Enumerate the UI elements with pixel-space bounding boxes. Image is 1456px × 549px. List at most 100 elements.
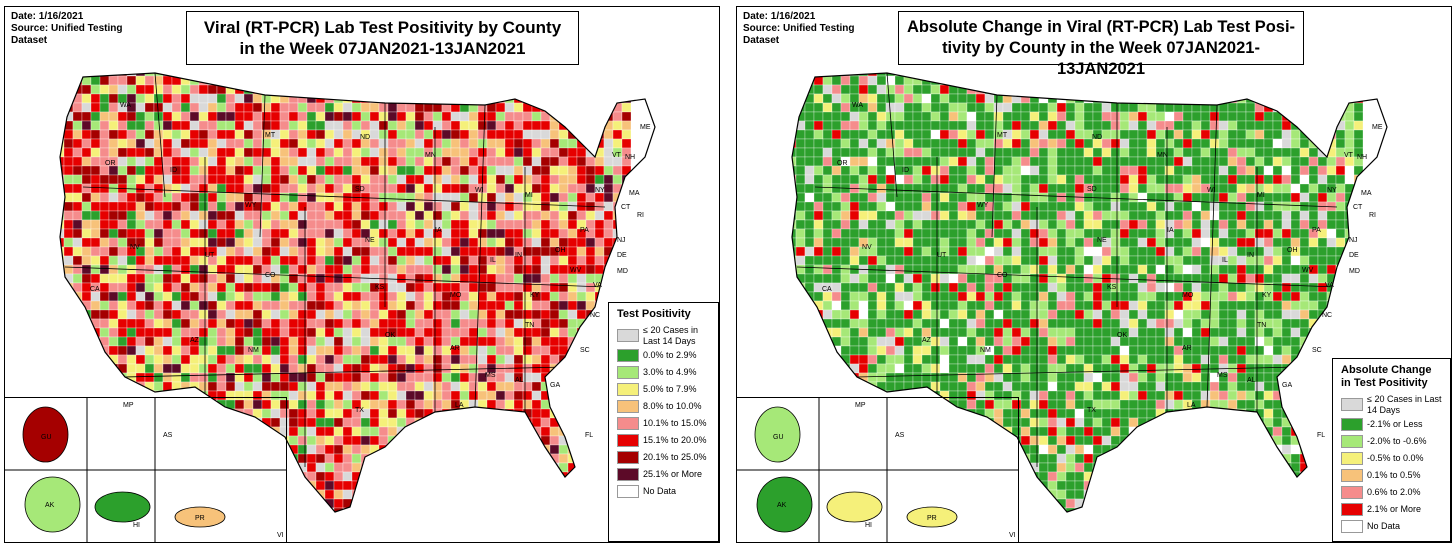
legend-title: Test Positivity bbox=[617, 308, 691, 320]
state-border bbox=[796, 266, 1338, 288]
inset-label: PR bbox=[927, 515, 937, 522]
state-label: WA bbox=[852, 102, 863, 109]
legend-label: -2.1% or Less bbox=[1367, 419, 1423, 430]
state-label: KY bbox=[1262, 292, 1272, 299]
state-label: WY bbox=[245, 202, 257, 209]
state-label: KS bbox=[375, 284, 385, 291]
state-label: TX bbox=[1087, 407, 1096, 414]
inset-shape bbox=[22, 406, 69, 463]
inset-label: PR bbox=[195, 515, 205, 522]
legend-swatch bbox=[617, 451, 639, 464]
map-metadata: Date: 1/16/2021 Source: Unified Testing … bbox=[11, 11, 123, 47]
legend-item: ≤ 20 Cases in Last 14 Days bbox=[617, 325, 718, 346]
legend-label: 0.1% to 0.5% bbox=[1367, 470, 1421, 481]
legend-swatch bbox=[1341, 469, 1363, 482]
inset-label: VI bbox=[277, 532, 284, 539]
legend-title-line-2: in Test Positivity bbox=[1341, 377, 1428, 389]
state-label: NV bbox=[862, 244, 872, 251]
legend-title-line-1: Absolute Change bbox=[1341, 364, 1432, 376]
legend-label: 5.0% to 7.9% bbox=[643, 384, 697, 395]
legend-swatch bbox=[1341, 418, 1363, 431]
state-label: IN bbox=[1247, 252, 1254, 259]
legend-items: ≤ 20 Cases in Last 14 Days -2.1% or Less -… bbox=[1333, 394, 1450, 533]
legend-swatch bbox=[1341, 435, 1363, 448]
state-label: CA bbox=[90, 286, 100, 293]
state-border bbox=[154, 73, 166, 198]
state-label: LA bbox=[455, 402, 464, 409]
state-label: UT bbox=[937, 252, 947, 259]
source-label: Source: Unified Testing bbox=[743, 23, 855, 34]
state-label: OH bbox=[1287, 247, 1298, 254]
state-label: OR bbox=[105, 160, 116, 167]
inset-label: HI bbox=[133, 522, 140, 529]
legend-label: 3.0% to 4.9% bbox=[643, 367, 697, 378]
legend-label: 10.1% to 15.0% bbox=[643, 418, 707, 429]
legend-item: 8.0% to 10.0% bbox=[617, 400, 718, 413]
state-label: OK bbox=[1117, 332, 1127, 339]
state-label: ID bbox=[170, 167, 177, 174]
state-label: AR bbox=[1182, 345, 1192, 352]
state-label: IL bbox=[1222, 257, 1228, 264]
state-label: MD bbox=[1349, 268, 1360, 275]
legend-item: 10.1% to 15.0% bbox=[617, 417, 718, 430]
inset-label: AS bbox=[895, 432, 905, 439]
map-legend: Test Positivity ≤ 20 Cases in Last 14 Da… bbox=[608, 302, 719, 542]
legend-title: Absolute Change in Test Positivity bbox=[1341, 364, 1444, 390]
state-label: MS bbox=[485, 372, 496, 379]
legend-label: 25.1% or More bbox=[643, 469, 703, 480]
state-label: NJ bbox=[1349, 237, 1358, 244]
inset-shape bbox=[24, 476, 81, 533]
state-label: DE bbox=[1349, 252, 1359, 259]
state-label: ME bbox=[640, 124, 651, 131]
map-title-line-1: Absolute Change in Viral (RT-PCR) Lab Te… bbox=[906, 18, 1296, 36]
map-title-line-2: in the Week 07JAN2021-13JAN2021 bbox=[239, 39, 526, 58]
inset-shape bbox=[94, 491, 151, 523]
state-label: OR bbox=[837, 160, 848, 167]
state-label: PA bbox=[580, 227, 589, 234]
date-label: Date: 1/16/2021 bbox=[11, 11, 84, 22]
state-label: KY bbox=[530, 292, 540, 299]
state-label: IN bbox=[515, 252, 522, 259]
legend-label: 0.0% to 2.9% bbox=[643, 350, 697, 361]
state-label: DE bbox=[617, 252, 627, 259]
inset-label: AK bbox=[45, 502, 55, 509]
legend-item: 25.1% or More bbox=[617, 468, 718, 481]
state-label: NM bbox=[980, 347, 991, 354]
legend-swatch bbox=[617, 349, 639, 362]
legend-label: ≤ 20 Cases in Last 14 Days bbox=[1367, 394, 1442, 415]
state-label: TX bbox=[355, 407, 364, 414]
legend-swatch bbox=[617, 417, 639, 430]
state-label: NC bbox=[590, 312, 600, 319]
state-label: MI bbox=[525, 192, 533, 199]
state-label: MN bbox=[425, 152, 436, 159]
legend-swatch bbox=[1341, 486, 1363, 499]
map-title: Absolute Change in Viral (RT-PCR) Lab Te… bbox=[898, 11, 1304, 78]
state-label: IA bbox=[1167, 227, 1174, 234]
state-label: KS bbox=[1107, 284, 1117, 291]
positivity-county-map: WA OR ID NV CA UT AZ WY CO NM MT ND SD NE KS OK TX MN IA MO… bbox=[5, 72, 656, 542]
state-label: FL bbox=[585, 432, 593, 439]
state-label: ID bbox=[902, 167, 909, 174]
legend-swatch bbox=[1341, 503, 1363, 516]
legend-item: 20.1% to 25.0% bbox=[617, 451, 718, 464]
legend-label: No Data bbox=[643, 486, 677, 497]
state-label: WI bbox=[1207, 187, 1216, 194]
state-label: PA bbox=[1312, 227, 1321, 234]
state-label: SD bbox=[1087, 186, 1097, 193]
state-label: WY bbox=[977, 202, 989, 209]
state-label: CO bbox=[997, 272, 1008, 279]
state-label: NY bbox=[595, 187, 605, 194]
inset-label: GU bbox=[773, 434, 784, 441]
state-border bbox=[474, 104, 486, 408]
inset-label: VI bbox=[1009, 532, 1016, 539]
legend-item: -2.0% to -0.6% bbox=[1341, 435, 1450, 448]
state-border bbox=[814, 186, 1338, 208]
change-map-panel: WA OR ID NV CA UT AZ WY CO NM MT ND SD NE KS OK TX MN IA MO… bbox=[736, 6, 1452, 543]
legend-item: 0.1% to 0.5% bbox=[1341, 469, 1450, 482]
legend-swatch bbox=[617, 383, 639, 396]
state-label: AZ bbox=[190, 337, 200, 344]
state-label: GA bbox=[1282, 382, 1292, 389]
state-label: MO bbox=[1182, 292, 1194, 299]
legend-item: -2.1% or Less bbox=[1341, 418, 1450, 431]
legend-label: 2.1% or More bbox=[1367, 504, 1422, 515]
